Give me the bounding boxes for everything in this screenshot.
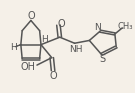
Text: S: S: [100, 54, 106, 64]
Text: O: O: [27, 11, 35, 21]
Text: OH: OH: [21, 62, 36, 72]
Text: H: H: [41, 35, 48, 44]
Text: O: O: [50, 71, 58, 81]
Text: O: O: [58, 19, 66, 29]
Text: NH: NH: [69, 45, 83, 54]
Text: N: N: [94, 23, 101, 32]
Text: CH₃: CH₃: [117, 23, 133, 31]
Text: H: H: [10, 43, 17, 52]
